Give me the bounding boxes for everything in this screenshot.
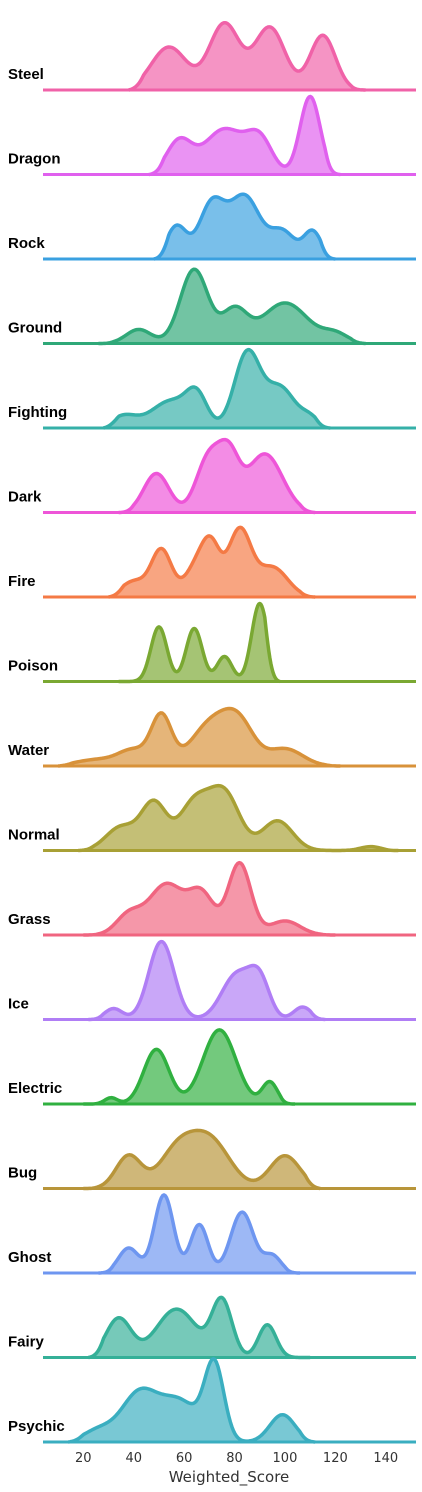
- ridge-steel: Steel: [8, 23, 416, 90]
- x-tick-label: 80: [226, 1451, 243, 1466]
- ridge-psychic: Psychic: [8, 1359, 416, 1442]
- x-tick-label: 140: [373, 1451, 398, 1466]
- ridge-rock: Rock: [8, 194, 416, 259]
- ridge-dark: Dark: [8, 440, 416, 513]
- x-tick-label: 40: [125, 1451, 142, 1466]
- ridge-area-dark: [119, 440, 316, 513]
- ridge-label-dark: Dark: [8, 489, 42, 506]
- x-axis-label: Weighted_Score: [169, 1468, 290, 1487]
- x-tick-label: 100: [273, 1451, 298, 1466]
- ridge-dragon: Dragon: [8, 97, 416, 175]
- ridge-label-ice: Ice: [8, 996, 29, 1013]
- ridge-electric: Electric: [8, 1030, 416, 1104]
- ridge-label-electric: Electric: [8, 1080, 62, 1097]
- ridge-label-fire: Fire: [8, 573, 36, 590]
- ridge-label-bug: Bug: [8, 1165, 37, 1182]
- x-tick-label: 120: [323, 1451, 348, 1466]
- x-axis: 20 40 60 80 100 120 140: [75, 1451, 398, 1466]
- ridge-bug: Bug: [8, 1130, 416, 1188]
- ridge-label-psychic: Psychic: [8, 1418, 65, 1435]
- ridge-ghost: Ghost: [8, 1195, 416, 1273]
- ridge-area-electric: [83, 1030, 295, 1104]
- ridge-fairy: Fairy: [8, 1297, 416, 1357]
- ridge-poison: Poison: [8, 604, 416, 682]
- ridge-label-ground: Ground: [8, 320, 62, 337]
- ridge-area-bug: [83, 1130, 320, 1188]
- ridge-label-grass: Grass: [8, 911, 51, 928]
- ridge-water: Water: [8, 709, 416, 766]
- ridge-label-fairy: Fairy: [8, 1334, 45, 1351]
- ridge-area-dragon: [149, 97, 341, 175]
- ridge-label-fighting: Fighting: [8, 404, 67, 421]
- ridge-label-normal: Normal: [8, 827, 60, 844]
- x-tick-label: 20: [75, 1451, 92, 1466]
- ridge-area-normal: [78, 786, 398, 851]
- ridge-area-ghost: [98, 1195, 300, 1273]
- ridges: Steel Dragon Rock Ground Fighting Dark Fire Poi…: [8, 23, 416, 1442]
- ridge-label-rock: Rock: [8, 235, 45, 252]
- ridge-area-steel: [129, 23, 366, 90]
- ridge-label-poison: Poison: [8, 658, 58, 675]
- ridge-label-dragon: Dragon: [8, 151, 61, 168]
- ridge-ice: Ice: [8, 942, 416, 1020]
- ridge-label-water: Water: [8, 742, 49, 759]
- ridge-label-ghost: Ghost: [8, 1249, 51, 1266]
- ridge-area-psychic: [68, 1359, 315, 1442]
- ridge-fire: Fire: [8, 527, 416, 597]
- ridge-grass: Grass: [8, 863, 416, 935]
- ridge-label-steel: Steel: [8, 66, 44, 83]
- ridge-normal: Normal: [8, 786, 416, 851]
- ridge-ground: Ground: [8, 269, 416, 343]
- ridge-outline-ice: [88, 942, 325, 1020]
- ridge-fighting: Fighting: [8, 350, 416, 428]
- ridge-area-ice: [88, 942, 325, 1020]
- x-tick-label: 60: [176, 1451, 193, 1466]
